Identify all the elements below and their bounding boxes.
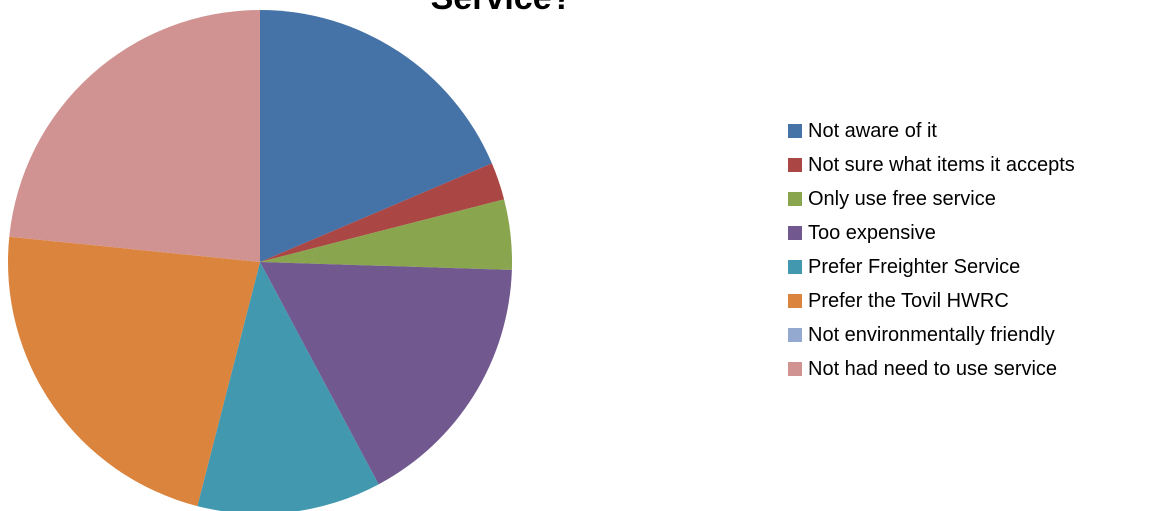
legend-swatch	[788, 294, 802, 308]
legend-swatch	[788, 226, 802, 240]
legend-label: Only use free service	[808, 187, 996, 210]
legend-label: Not environmentally friendly	[808, 323, 1055, 346]
legend-label: Prefer Freighter Service	[808, 255, 1021, 278]
pie-slice-not-had-need-to-use-service	[9, 10, 260, 262]
legend-item-not-had-need-to-use-service: Not had need to use service	[788, 352, 1144, 386]
chart-title: Service?	[0, 0, 1003, 18]
pie-slice-not-sure-what-items-it-accepts	[260, 163, 505, 262]
pie-slice-prefer-the-tovil-hwrc	[7, 236, 260, 507]
legend-swatch	[788, 192, 802, 206]
chart-legend: Not aware of it Not sure what items it ac…	[788, 114, 1144, 386]
pie-slice-not-aware-of-it	[260, 10, 492, 262]
legend-item-too-expensive: Too expensive	[788, 216, 1144, 250]
legend-swatch	[788, 260, 802, 274]
legend-item-prefer-freighter-service: Prefer Freighter Service	[788, 250, 1144, 284]
legend-item-not-aware-of-it: Not aware of it	[788, 114, 1144, 148]
pie-slice-too-expensive	[260, 262, 512, 485]
legend-swatch	[788, 124, 802, 138]
legend-item-only-use-free-service: Only use free service	[788, 182, 1144, 216]
pie-slice-only-use-free-service	[260, 199, 513, 270]
legend-item-not-environmentally-friendly: Not environmentally friendly	[788, 318, 1144, 352]
legend-item-not-sure-what-items-it-accepts: Not sure what items it accepts	[788, 148, 1144, 182]
legend-item-prefer-the-tovil-hwrc: Prefer the Tovil HWRC	[788, 284, 1144, 318]
legend-swatch	[788, 362, 802, 376]
legend-label: Not sure what items it accepts	[808, 153, 1075, 176]
legend-label: Not aware of it	[808, 119, 937, 142]
pie-slice-prefer-freighter-service	[197, 262, 379, 511]
legend-swatch	[788, 158, 802, 172]
legend-label: Too expensive	[808, 221, 936, 244]
legend-label: Not had need to use service	[808, 357, 1058, 380]
legend-label: Prefer the Tovil HWRC	[808, 289, 1009, 312]
legend-swatch	[788, 328, 802, 342]
